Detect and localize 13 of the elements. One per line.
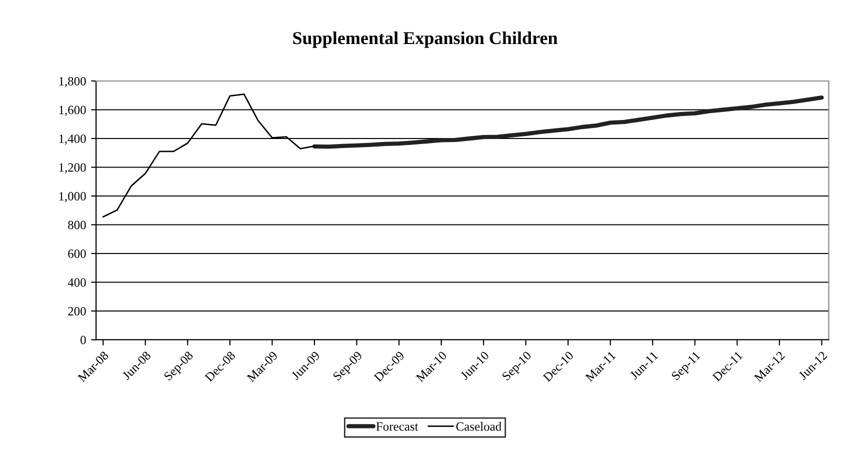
y-tick-label: 1,200 (59, 163, 86, 174)
y-tick-label: 0 (80, 336, 86, 344)
y-tick-label: 1,400 (59, 134, 86, 145)
y-tick-label: 1,000 (59, 192, 86, 202)
chart-title: Supplemental Expansion Children (293, 32, 558, 48)
y-tick-label: 800 (68, 220, 86, 230)
y-tick-label: 600 (68, 250, 86, 258)
legend-label: Caseload (456, 422, 502, 431)
y-tick-label: 200 (68, 307, 86, 316)
y-tick-label: 400 (68, 278, 86, 287)
y-tick-label: 1,600 (59, 106, 86, 116)
legend-label: Forecast (376, 422, 418, 431)
y-tick-label: 1,800 (59, 77, 86, 88)
